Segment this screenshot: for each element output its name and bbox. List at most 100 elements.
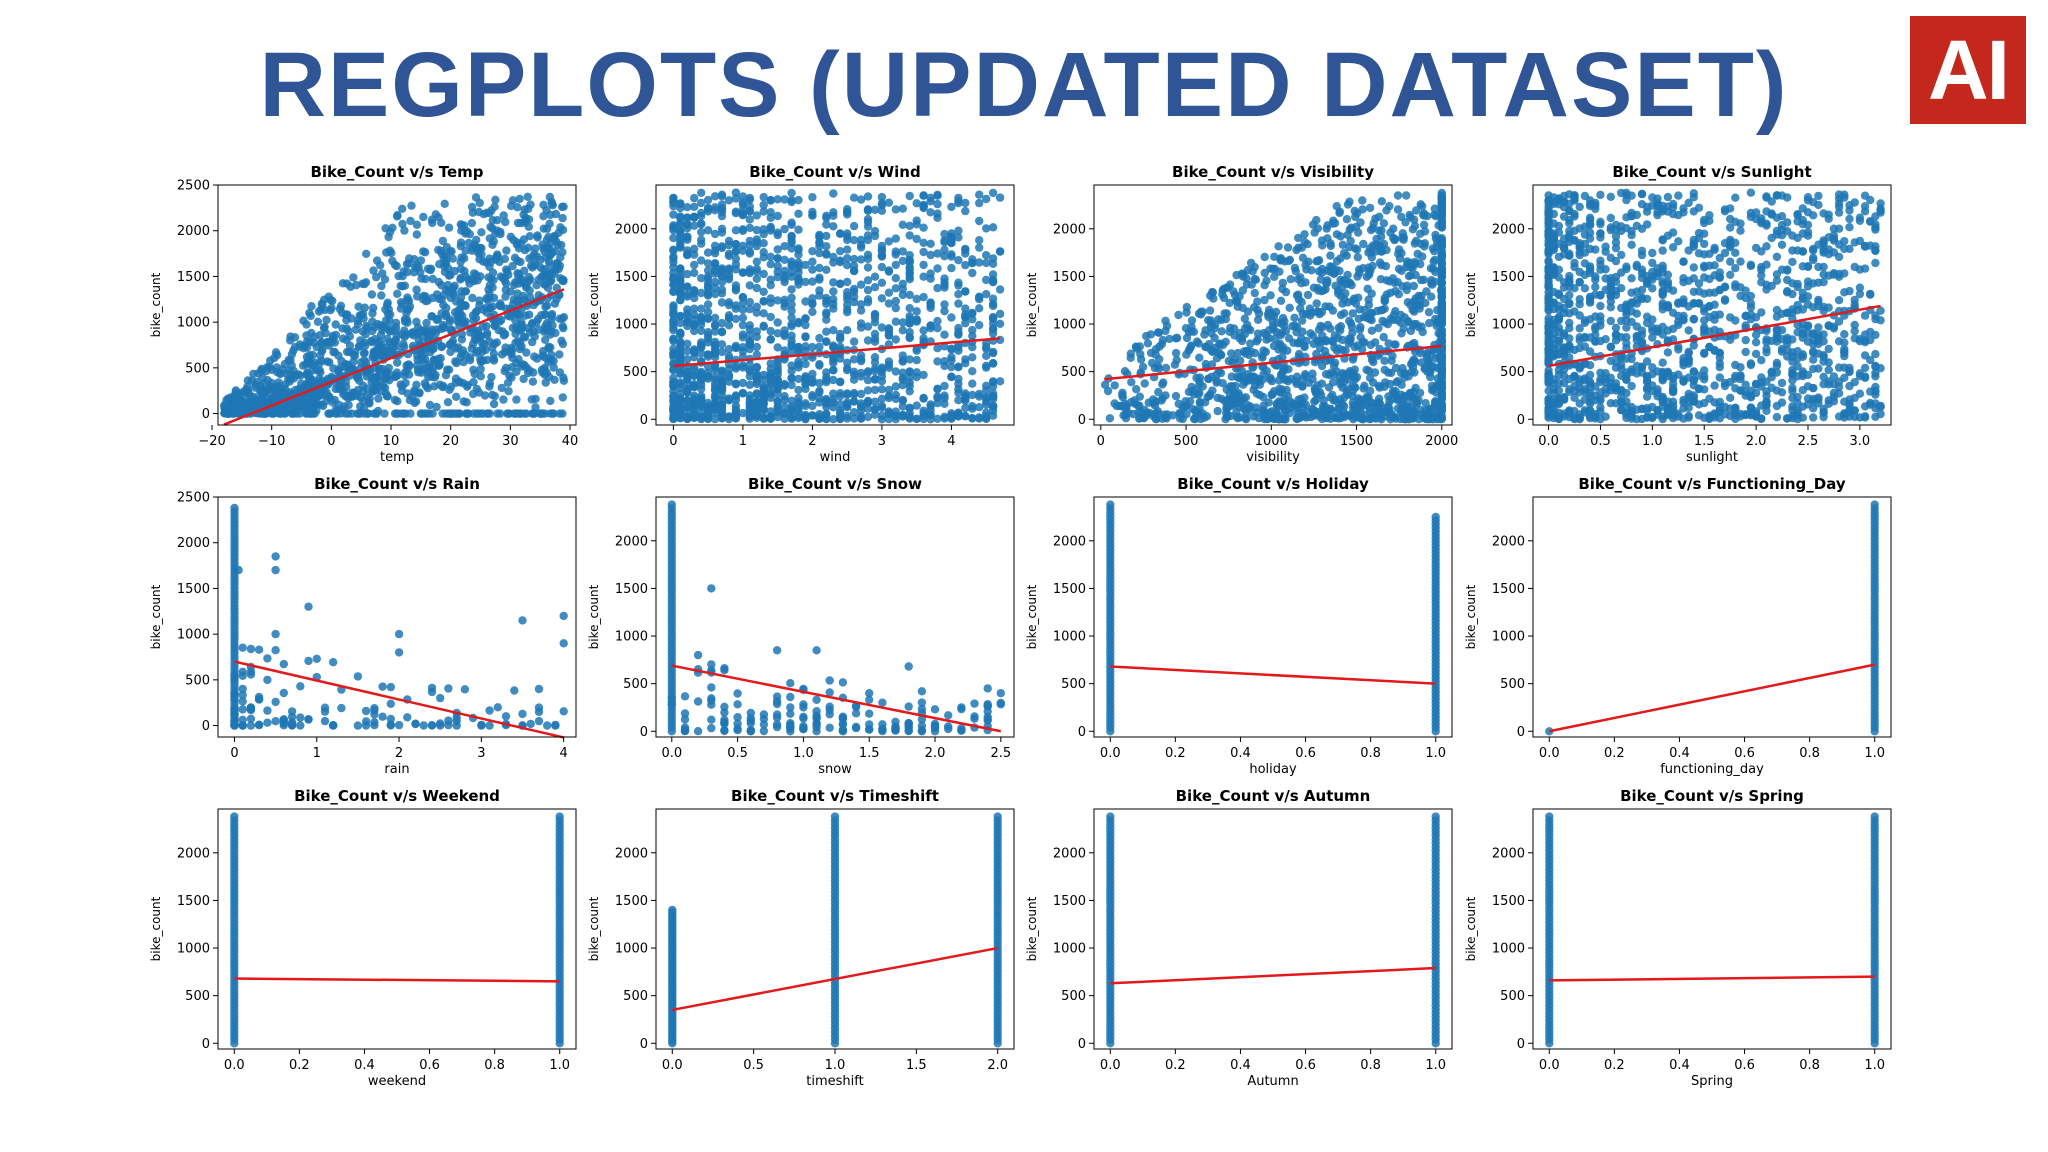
- data-point: [884, 385, 894, 394]
- data-point: [766, 335, 775, 344]
- data-point: [905, 191, 914, 201]
- data-point: [386, 324, 395, 333]
- data-point: [1336, 413, 1345, 423]
- data-point: [1270, 252, 1279, 261]
- data-point: [369, 409, 379, 418]
- data-point: [968, 367, 977, 376]
- data-point: [905, 304, 914, 313]
- data-point: [703, 248, 713, 257]
- data-point: [988, 294, 998, 303]
- data-point: [794, 398, 803, 407]
- x-tick-label: −10: [258, 434, 285, 449]
- data-point: [780, 392, 789, 401]
- data-point: [1277, 319, 1286, 328]
- x-axis-label: temp: [380, 450, 414, 465]
- data-point: [683, 346, 692, 356]
- data-point: [856, 280, 866, 289]
- data-point: [1611, 256, 1621, 266]
- data-point: [425, 400, 435, 410]
- data-point: [808, 411, 817, 420]
- data-point: [683, 368, 692, 377]
- data-point: [947, 252, 956, 261]
- data-point: [856, 372, 866, 381]
- data-point: [1317, 307, 1327, 317]
- data-point: [1285, 303, 1294, 312]
- data-point: [1345, 411, 1355, 421]
- data-point: [485, 234, 494, 243]
- data-point: [482, 303, 491, 312]
- data-point: [690, 394, 699, 403]
- data-point: [710, 385, 720, 394]
- data-point: [280, 360, 289, 369]
- data-point: [940, 306, 949, 316]
- data-point: [558, 322, 567, 331]
- data-point: [766, 213, 775, 222]
- data-point: [1347, 223, 1356, 232]
- data-point: [1332, 202, 1341, 211]
- data-point: [531, 244, 540, 253]
- data-point: [1233, 348, 1243, 358]
- data-point: [449, 290, 458, 299]
- data-point: [731, 395, 741, 404]
- data-point: [400, 315, 410, 324]
- data-point: [870, 366, 880, 376]
- data-point: [724, 344, 734, 354]
- data-point: [1395, 254, 1405, 263]
- data-point: [829, 389, 838, 398]
- data-point: [1349, 403, 1358, 412]
- data-point: [1317, 361, 1327, 371]
- data-point: [510, 280, 519, 290]
- data-point: [947, 362, 956, 372]
- data-point: [690, 213, 699, 222]
- data-point: [1246, 339, 1255, 348]
- data-point: [1274, 376, 1284, 385]
- data-point: [787, 320, 796, 329]
- data-point: [507, 363, 517, 372]
- data-point: [1174, 310, 1183, 320]
- data-point: [1195, 353, 1204, 362]
- data-point: [323, 374, 332, 384]
- data-point: [710, 241, 720, 250]
- data-point: [752, 350, 761, 359]
- data-point: [285, 388, 294, 397]
- data-point: [759, 229, 768, 239]
- data-point: [982, 363, 991, 372]
- data-point: [1297, 279, 1306, 288]
- data-point: [690, 304, 699, 313]
- data-point: [988, 411, 998, 420]
- data-point: [710, 363, 720, 372]
- data-point: [752, 257, 761, 266]
- data-point: [558, 393, 567, 402]
- data-point: [328, 398, 337, 407]
- data-point: [961, 260, 970, 270]
- data-point: [787, 313, 796, 322]
- data-point: [467, 344, 476, 353]
- data-point: [1189, 414, 1199, 424]
- data-point: [975, 216, 984, 226]
- data-point: [891, 382, 900, 391]
- data-point: [1281, 399, 1290, 408]
- data-point: [1235, 391, 1244, 400]
- data-point: [1364, 366, 1374, 376]
- data-point: [1254, 309, 1264, 318]
- data-point: [559, 276, 568, 286]
- data-point: [1437, 242, 1447, 251]
- data-point: [863, 263, 873, 272]
- data-point: [703, 287, 713, 297]
- data-point: [1437, 376, 1447, 386]
- data-point: [534, 275, 543, 284]
- data-point: [554, 228, 563, 238]
- data-point: [982, 224, 991, 233]
- data-point: [863, 412, 873, 422]
- data-point: [477, 228, 486, 237]
- data-point: [780, 409, 789, 418]
- data-point: [488, 390, 497, 400]
- data-point: [940, 381, 949, 391]
- data-point: [863, 396, 873, 406]
- data-point: [849, 390, 859, 399]
- data-point: [710, 320, 720, 329]
- data-point: [877, 394, 887, 403]
- data-point: [407, 201, 416, 210]
- data-point: [968, 325, 977, 335]
- data-point: [829, 222, 838, 231]
